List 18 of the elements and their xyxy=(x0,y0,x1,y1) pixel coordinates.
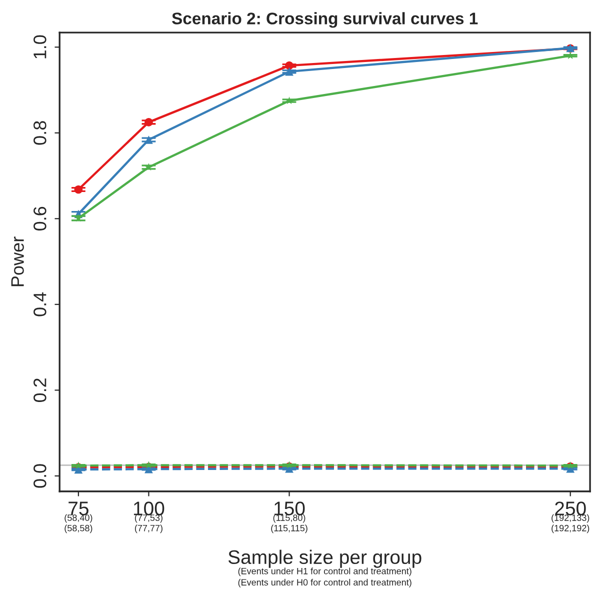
text: (192,133) (192,192) xyxy=(552,514,590,534)
y-tick-label: 0.4 xyxy=(34,292,46,316)
text: (115,80) (115,115) xyxy=(271,514,308,534)
text: (Events under H0 for control and treatment) xyxy=(238,578,412,588)
text: (58,40) (58,58) xyxy=(64,514,92,534)
y-tick-label: 1.0 xyxy=(34,35,46,58)
x-tick-label: 75 xyxy=(68,502,88,516)
y-tick-label: 0.6 xyxy=(34,206,46,230)
text: (Events under H1 for control and treatment) xyxy=(238,568,412,576)
y-tick-label: 0.0 xyxy=(34,464,46,488)
y-axis-title: Power xyxy=(11,236,24,286)
x-tick-label: 100 xyxy=(134,502,164,516)
x-tick-label: 150 xyxy=(274,502,305,516)
x-axis-title: Sample size per group xyxy=(228,550,422,568)
y-tick-label: 0.2 xyxy=(34,378,46,402)
y-tick-label: 0.8 xyxy=(34,121,46,145)
chart-title: Scenario 2: Crossing survival curves 1 xyxy=(172,12,478,28)
x-tick-label: 250 xyxy=(555,502,586,516)
